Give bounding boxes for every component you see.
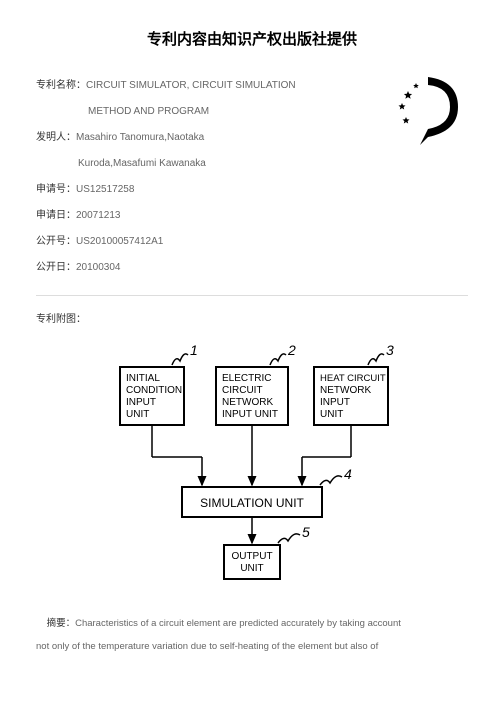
svg-text:UNIT: UNIT [240,563,263,574]
svg-text:UNIT: UNIT [126,409,149,420]
svg-text:HEAT CIRCUIT: HEAT CIRCUIT [320,373,386,384]
name-value-1: CIRCUIT SIMULATOR, CIRCUIT SIMULATION [86,73,296,99]
svg-text:NETWORK: NETWORK [222,397,273,408]
meta-row-appno: 申请号： US12517258 [36,177,468,203]
pubdate-label: 公开日： [36,255,76,281]
svg-text:4: 4 [344,466,352,482]
divider [36,295,468,296]
svg-text:CIRCUIT: CIRCUIT [222,385,263,396]
appno-label: 申请号： [36,177,76,203]
inventor-label: 发明人： [36,125,76,151]
svg-text:2: 2 [287,342,296,358]
inventor-value-2: Kuroda,Masafumi Kawanaka [36,151,468,177]
svg-text:SIMULATION UNIT: SIMULATION UNIT [200,496,304,510]
svg-text:CONDITION: CONDITION [126,385,182,396]
appdate-label: 申请日： [36,203,76,229]
patent-figure: INITIAL CONDITION INPUT UNIT 1 ELECTRIC … [102,337,402,587]
svg-text:NETWORK: NETWORK [320,385,371,396]
publisher-logo [392,73,466,147]
abstract: 摘要：Characteristics of a circuit element … [36,613,468,659]
metadata-block: 专利名称： CIRCUIT SIMULATOR, CIRCUIT SIMULAT… [36,73,468,281]
svg-text:OUTPUT: OUTPUT [231,551,272,562]
name-label: 专利名称： [36,73,86,99]
svg-text:INPUT: INPUT [126,397,156,408]
svg-text:UNIT: UNIT [320,409,343,420]
page-title: 专利内容由知识产权出版社提供 [36,28,468,49]
svg-text:1: 1 [190,342,198,358]
figure-label: 专利附图： [36,310,468,325]
svg-text:INPUT: INPUT [320,397,350,408]
meta-row-pubdate: 公开日： 20100304 [36,255,468,281]
inventor-value-1: Masahiro Tanomura,Naotaka [76,125,204,151]
svg-text:ELECTRIC: ELECTRIC [222,373,271,384]
svg-text:3: 3 [386,342,394,358]
pubno-value: US20100057412A1 [76,229,163,255]
meta-row-appdate: 申请日： 20071213 [36,203,468,229]
meta-row-pubno: 公开号： US20100057412A1 [36,229,468,255]
page: 专利内容由知识产权出版社提供 专利名称： CIRCUIT SIMULATOR, … [0,0,504,659]
box1-line1: INITIAL [126,373,160,384]
appno-value: US12517258 [76,177,134,203]
svg-text:5: 5 [302,524,310,540]
pubdate-value: 20100304 [76,255,121,281]
svg-text:INPUT UNIT: INPUT UNIT [222,409,278,420]
appdate-value: 20071213 [76,203,121,229]
abstract-line1: Characteristics of a circuit element are… [75,618,401,629]
abstract-line2: not only of the temperature variation du… [36,641,378,652]
abstract-label: 摘要： [47,618,76,629]
pubno-label: 公开号： [36,229,76,255]
